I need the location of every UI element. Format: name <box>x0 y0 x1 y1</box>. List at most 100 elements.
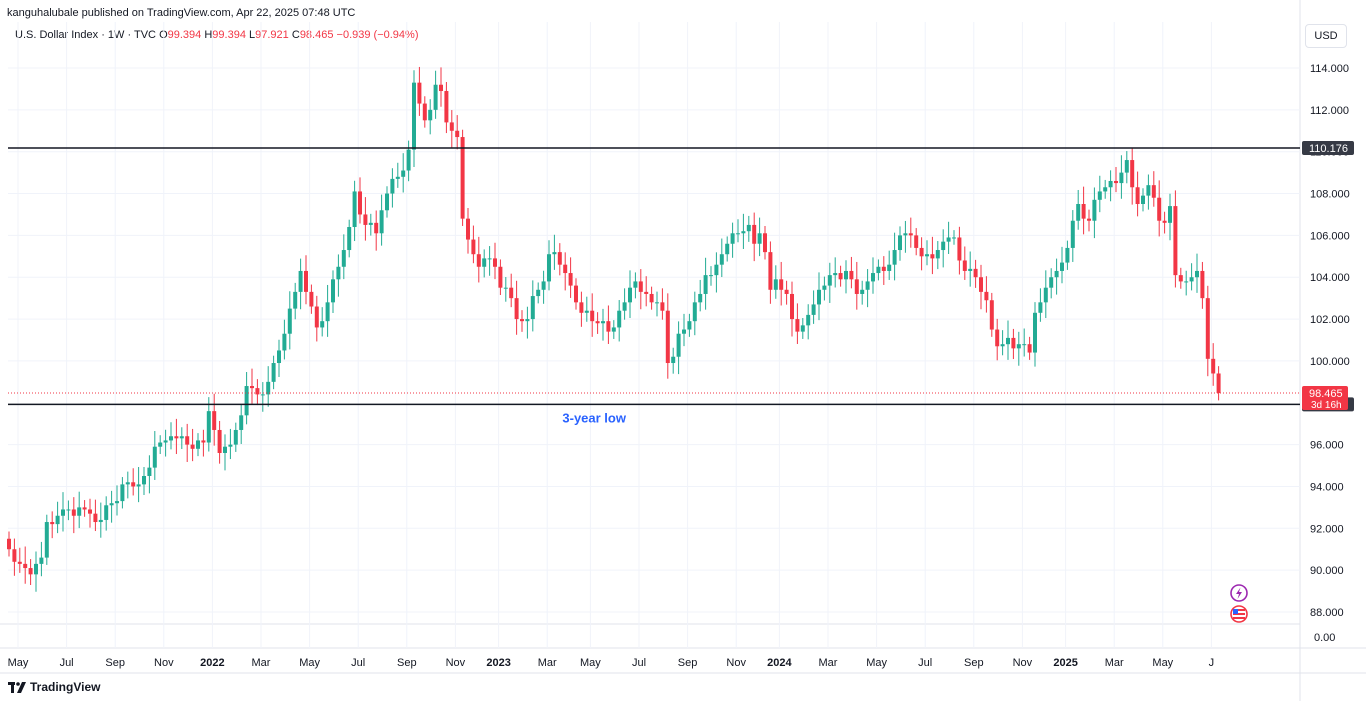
candle <box>503 277 508 302</box>
candle-body <box>298 270 303 292</box>
candle-body <box>422 103 427 121</box>
candle-body <box>287 308 292 334</box>
candle <box>736 219 740 243</box>
candle <box>768 241 773 304</box>
y-tick-label: 102.000 <box>1310 314 1350 326</box>
candle-body <box>158 442 163 447</box>
candle-body <box>655 302 659 304</box>
candle-body <box>277 350 281 364</box>
candle <box>1081 186 1086 235</box>
candle <box>1097 175 1102 213</box>
candle-body <box>66 509 71 511</box>
candle <box>530 280 535 332</box>
candle <box>131 468 136 496</box>
candle <box>390 168 395 208</box>
candle-body <box>638 281 643 292</box>
candle <box>460 129 465 226</box>
candle <box>304 255 308 305</box>
candle <box>104 496 109 531</box>
us-flag-icon[interactable] <box>1230 605 1248 623</box>
candle <box>115 485 119 516</box>
candle-body <box>185 436 190 445</box>
candle-body <box>530 296 535 320</box>
candle <box>61 492 65 532</box>
candle-body <box>271 363 276 382</box>
candle <box>946 221 951 255</box>
candle <box>1151 171 1156 207</box>
candle-body <box>401 170 406 177</box>
candle <box>881 256 886 285</box>
time-axis[interactable]: May Jul Sep Nov 2022 Mar May Jul Sep Nov 2023 Mar Ma… <box>8 657 1215 669</box>
lightning-icon[interactable] <box>1230 584 1248 602</box>
candle <box>1033 302 1037 367</box>
candle <box>55 501 60 534</box>
candle-body <box>676 333 681 357</box>
candle-body <box>979 277 983 292</box>
candle <box>212 393 217 446</box>
candle <box>34 551 38 592</box>
currency-selector[interactable]: USD <box>1305 24 1347 48</box>
candle-body <box>120 484 125 502</box>
candle-body <box>88 509 92 514</box>
candle-body <box>844 270 848 280</box>
candle-body <box>957 237 962 261</box>
candle-body <box>217 429 222 453</box>
candle <box>773 265 778 299</box>
candle-body <box>266 381 271 395</box>
candle <box>358 177 362 224</box>
candle-body <box>61 509 65 516</box>
x-tick-label: May <box>866 657 887 669</box>
y-tick-label: 106.000 <box>1310 230 1350 242</box>
three-year-low-annotation[interactable]: 3-year low <box>562 411 626 426</box>
candle <box>914 228 919 256</box>
candle <box>973 259 978 288</box>
candle-body <box>736 233 740 235</box>
candle <box>806 304 811 340</box>
corner-icons[interactable] <box>1230 584 1248 623</box>
candle-body <box>509 287 514 299</box>
candle <box>709 266 713 286</box>
candle-body <box>282 333 287 351</box>
candle <box>1141 188 1145 212</box>
candle-body <box>1157 197 1162 221</box>
candle <box>1173 190 1178 288</box>
candle-body <box>476 254 481 267</box>
candle <box>1146 174 1151 210</box>
candle <box>223 434 227 471</box>
level-badge <box>1302 141 1354 156</box>
candle <box>952 230 956 245</box>
candle <box>811 290 816 324</box>
x-tick-label: May <box>580 657 601 669</box>
tradingview-logo[interactable]: TradingView <box>8 680 100 694</box>
candle-body <box>611 327 616 332</box>
candle <box>125 471 130 499</box>
candle-body <box>1146 185 1151 196</box>
candle-body <box>536 289 541 297</box>
candle-body <box>584 310 589 313</box>
candle-body <box>763 233 767 253</box>
candle-body <box>304 270 308 292</box>
candle-body <box>363 214 368 225</box>
candle-body <box>790 293 794 320</box>
candle-body <box>98 519 103 523</box>
candle-body <box>28 568 33 575</box>
candle <box>217 420 222 464</box>
level-badge-label: 110.176 <box>1309 143 1348 155</box>
y-tick-label: 108.000 <box>1310 189 1350 201</box>
candle <box>676 321 681 375</box>
x-tick-label: 2025 <box>1053 657 1077 669</box>
horizontal-lines[interactable] <box>8 147 1300 406</box>
open-value: 99.394 <box>167 29 202 41</box>
x-tick-label: Jul <box>918 657 932 669</box>
candle-body <box>417 82 422 104</box>
candle <box>547 240 551 291</box>
candle-body <box>547 254 551 282</box>
candle <box>1189 263 1194 291</box>
candle <box>892 232 897 281</box>
annotations: 3-year low <box>562 411 626 426</box>
y-tick-label: 96.000 <box>1310 440 1344 452</box>
candle-body <box>1087 218 1091 221</box>
candle <box>93 499 98 532</box>
candle <box>395 162 400 188</box>
